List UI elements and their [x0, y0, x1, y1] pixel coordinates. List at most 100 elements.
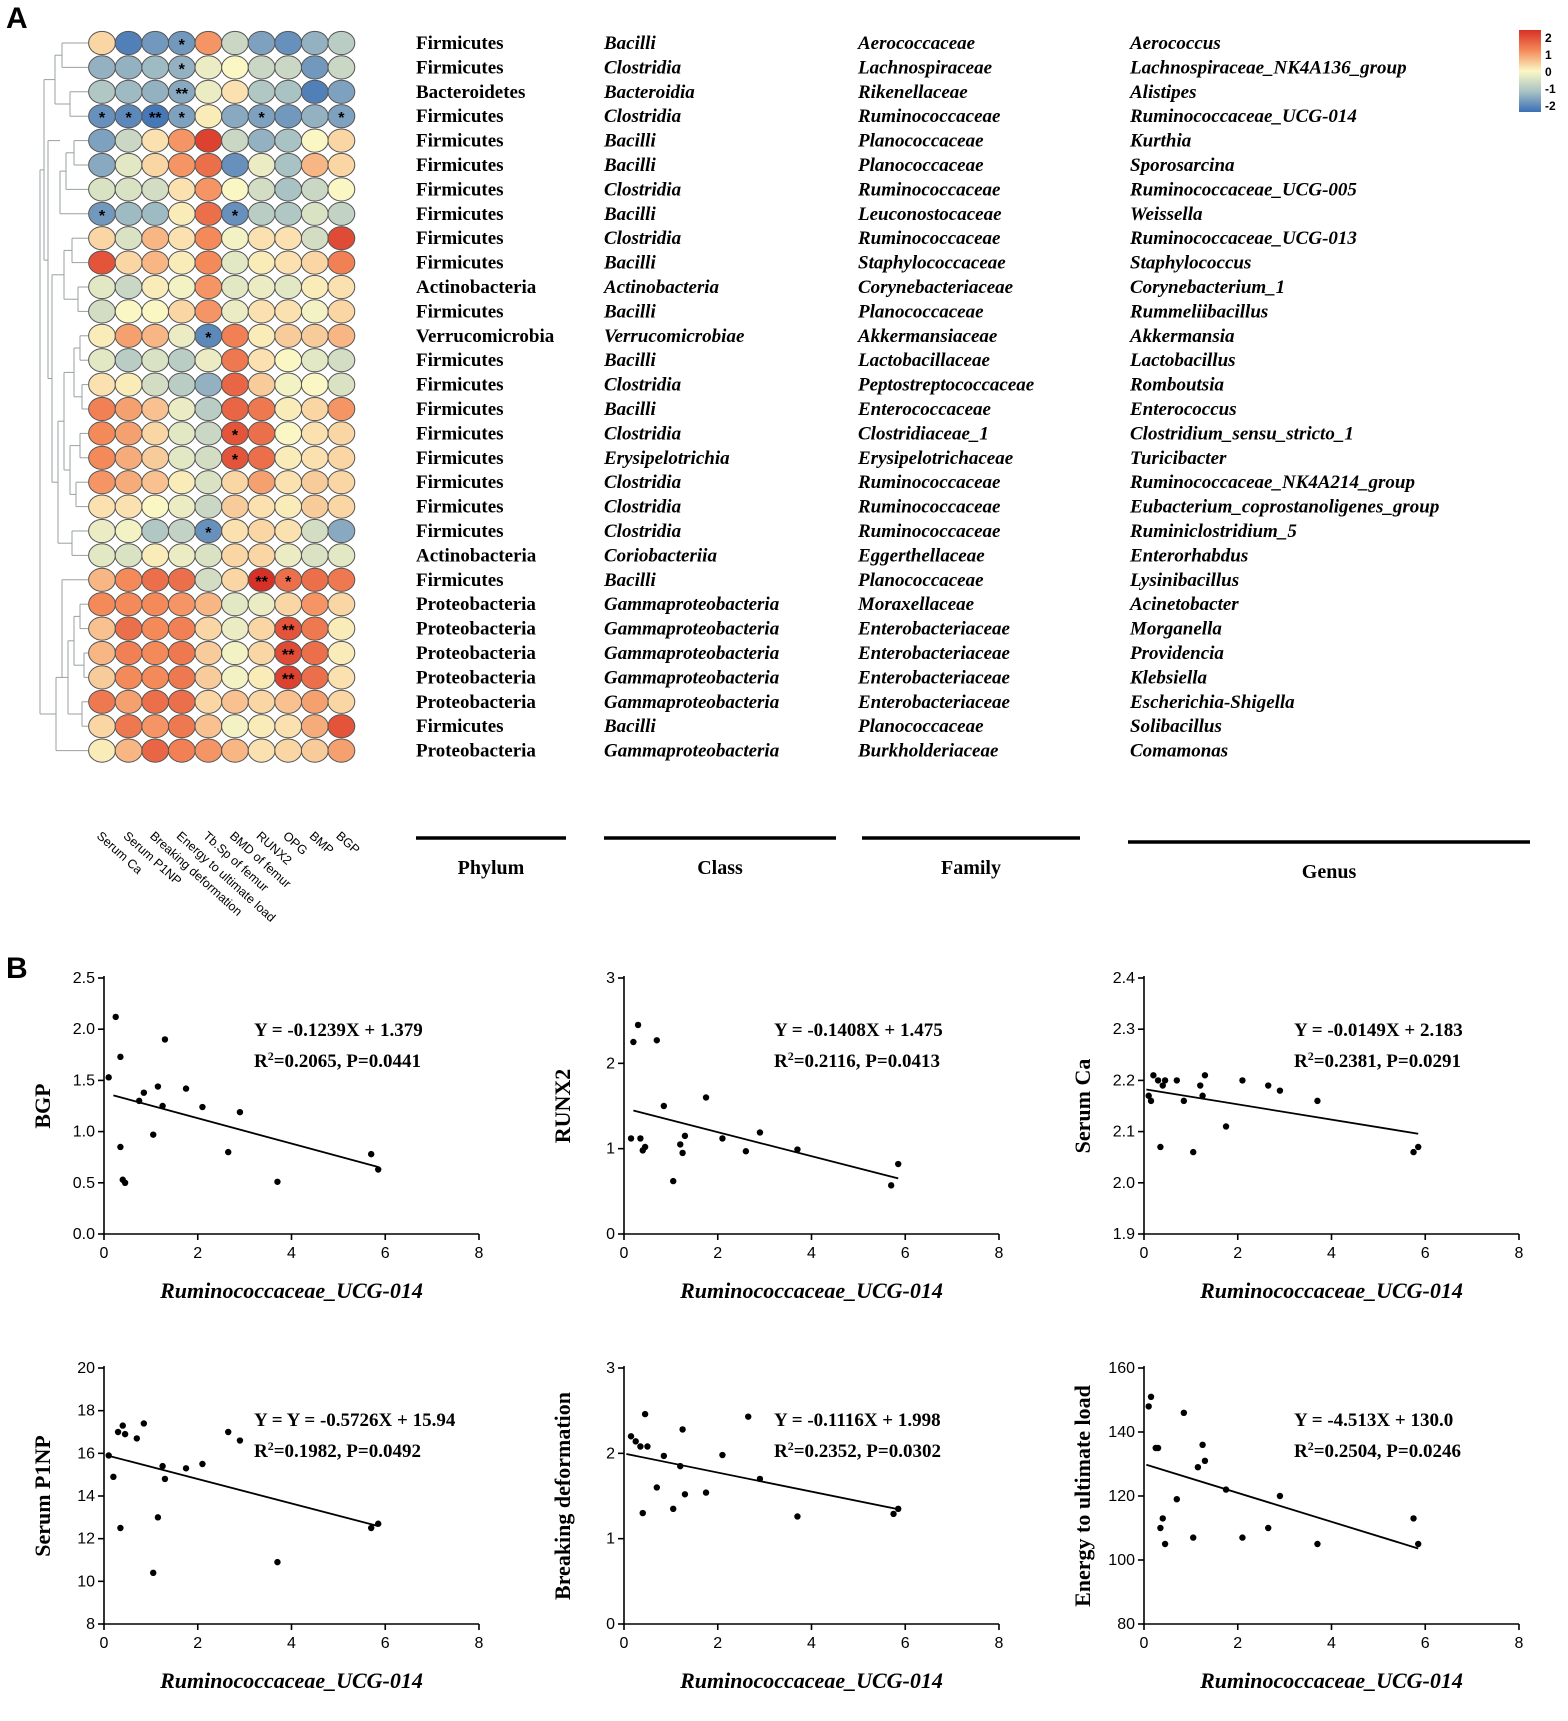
heatmap-cell	[300, 738, 329, 763]
family-label: Staphylococcaceae	[858, 253, 1006, 274]
heatmap-cell	[114, 323, 143, 348]
data-point	[1173, 1496, 1181, 1503]
heatmap-cell	[194, 104, 223, 129]
genus-label: Eubacterium_coprostanoligenes_group	[1129, 497, 1439, 518]
heatmap-cell	[194, 152, 223, 178]
heatmap-cell	[327, 567, 356, 592]
genus-label: Aerococcus	[1129, 33, 1221, 54]
heatmap-cell	[167, 274, 196, 300]
heatmap-cell	[194, 348, 223, 373]
significance-mark: *	[232, 452, 239, 469]
phylum-label: Firmicutes	[416, 57, 504, 78]
r-squared-label: R2=0.2381, P=0.0291	[1294, 1049, 1461, 1072]
heatmap-cell	[221, 79, 249, 104]
heatmap-cell	[221, 689, 249, 714]
class-label: Gammaproteobacteria	[604, 594, 780, 615]
x-axis-label: Ruminococcaceae_UCG-014	[679, 1668, 943, 1693]
x-tick-label: 4	[287, 1635, 296, 1652]
data-point	[637, 1443, 644, 1450]
heatmap-cell	[114, 30, 143, 56]
heatmap-cell	[274, 445, 303, 470]
heatmap-cell	[141, 30, 170, 56]
data-point	[1157, 1524, 1164, 1532]
regression-stats: =0.2504, P=0.0246	[1314, 1441, 1461, 1462]
heatmap-cell	[274, 421, 303, 446]
heatmap-cell	[274, 250, 303, 275]
data-point	[150, 1569, 157, 1576]
heatmap-cell	[194, 616, 223, 641]
class-label: Bacilli	[603, 350, 656, 371]
scatter-breaking-deformation: 0 1 2 3 0 2 4 6 8 Ruminococcaceae_UCG-014 Breaking…	[550, 1360, 1004, 1693]
heatmap-cell	[300, 518, 329, 544]
heatmap-cell	[274, 299, 303, 324]
heatmap-cell	[274, 128, 303, 153]
regression-equation: Y = -0.1239X + 1.379	[254, 1020, 423, 1041]
heatmap-cell	[300, 79, 329, 104]
class-label: Gammaproteobacteria	[604, 692, 780, 713]
heatmap-cell	[194, 79, 223, 104]
x-tick-label: 4	[807, 1245, 816, 1262]
family-label: Enterococcaceae	[857, 399, 992, 420]
heatmap-cell	[327, 177, 356, 202]
data-point	[641, 1143, 649, 1151]
class-label: Clostridia	[604, 497, 682, 518]
color-scale-tick: 1	[1545, 48, 1552, 62]
data-point	[794, 1146, 801, 1153]
heatmap-cell	[327, 348, 356, 373]
y-tick-label: 100	[1108, 1552, 1135, 1569]
class-label: Clostridia	[604, 228, 682, 249]
y-axis-label: Serum Ca	[1070, 1059, 1095, 1154]
heatmap-cell	[141, 396, 170, 422]
x-tick-label: 0	[100, 1635, 109, 1652]
heatmap-cell	[247, 665, 276, 690]
heatmap-cell	[327, 665, 356, 690]
genus-label: Kurthia	[1129, 131, 1192, 152]
heatmap-cell	[327, 689, 356, 714]
data-point	[745, 1413, 752, 1420]
regression-equation: Y = -0.1408X + 1.475	[774, 1020, 943, 1041]
heatmap-cell	[274, 55, 303, 80]
heatmap-cell	[274, 79, 303, 104]
data-point	[630, 1038, 637, 1046]
heatmap-cell	[274, 274, 303, 300]
heatmap-cell	[221, 348, 249, 373]
x-tick-label: 8	[1515, 1245, 1524, 1262]
significance-mark: *	[179, 61, 186, 78]
heatmap-cell	[221, 494, 249, 519]
regression-line	[106, 1454, 379, 1527]
family-label: Ruminococcaceae	[857, 228, 1001, 249]
data-point	[639, 1509, 646, 1517]
heatmap-cell	[327, 299, 356, 324]
data-point	[1415, 1540, 1422, 1548]
heatmap-cell	[221, 640, 249, 666]
family-label: Enterobacteriaceae	[857, 692, 1011, 713]
heatmap-cell	[88, 177, 116, 202]
heatmap-cell	[167, 640, 196, 666]
heatmap-cell	[247, 177, 276, 202]
regression-stats: =0.2065, P=0.0441	[274, 1051, 421, 1072]
y-tick-label: 2.5	[73, 970, 95, 987]
heatmap-cell	[247, 396, 276, 422]
genus-label: Corynebacterium_1	[1130, 277, 1285, 298]
heatmap-cell	[88, 348, 116, 373]
phylum-label: Proteobacteria	[416, 643, 536, 664]
genus-label: Morganella	[1129, 619, 1222, 640]
data-point	[1201, 1072, 1209, 1079]
heatmap-cell	[194, 494, 223, 519]
heatmap-cell	[114, 640, 143, 666]
heatmap-cell	[247, 445, 276, 470]
heatmap-cell	[300, 323, 329, 348]
class-label: Verrucomicrobiae	[604, 326, 745, 347]
x-tick-label: 0	[620, 1245, 629, 1262]
data-point	[1150, 1072, 1157, 1079]
scatter-serum-p1np: 8 10 12 14 16 18 20 0 2 4 6 8 Ruminococcaceae_UCG-01…	[30, 1360, 484, 1693]
data-point	[887, 1182, 895, 1189]
genus-label: Lysinibacillus	[1129, 570, 1239, 591]
heatmap-cell	[327, 55, 356, 80]
data-point	[140, 1089, 148, 1096]
significance-mark: *	[338, 110, 345, 127]
class-label: Gammaproteobacteria	[604, 741, 780, 762]
heatmap-cell	[300, 592, 329, 617]
heatmap-cell	[300, 201, 329, 226]
heatmap-cell	[274, 470, 303, 495]
